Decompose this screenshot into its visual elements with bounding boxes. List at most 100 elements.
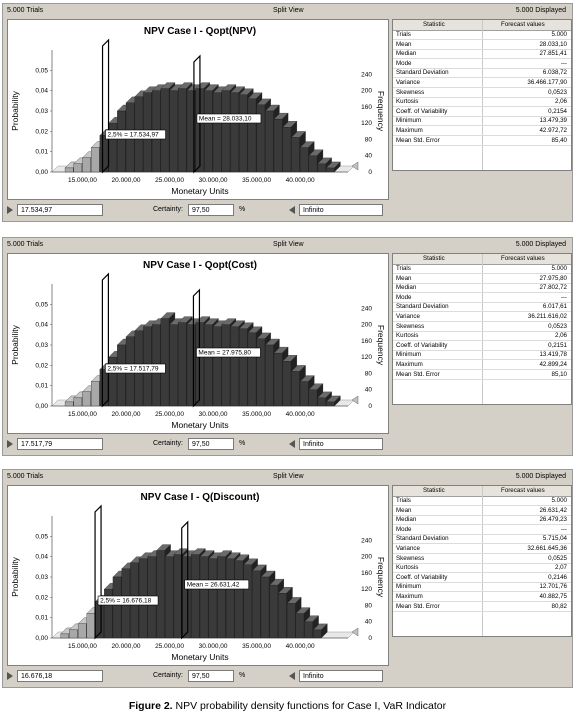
split-view-button[interactable]: Split View	[273, 241, 304, 248]
right-grabber-icon[interactable]	[289, 672, 295, 680]
certainty-input[interactable]: 97,50	[188, 204, 234, 216]
x-tick-label: 15.000,00	[68, 411, 97, 418]
displayed-count: 5.000 Displayed	[515, 241, 566, 248]
statistics-row: Kurtosis 2,06	[393, 332, 571, 342]
y2-tick-label: 160	[361, 570, 372, 577]
x-tick-label: 30.000,00	[199, 177, 228, 184]
x-tick-label: 40.000,00	[286, 643, 315, 650]
forecast-panel: 5.000 Trials Split View 5.000 Displayed NPV…	[2, 469, 573, 688]
statistics-row: Maximum 42.899,24	[393, 361, 571, 370]
certainty-label: Certainty:	[153, 440, 183, 447]
y2-tick-label: 80	[365, 602, 373, 609]
statistic-name: Mean Std. Error	[396, 602, 440, 610]
split-view-button[interactable]: Split View	[273, 473, 304, 480]
lower-cut-marker[interactable]	[101, 38, 110, 174]
x-tick-label: 35.000,00	[242, 411, 271, 418]
mean-label-box	[196, 347, 261, 358]
statistic-value: 27.802,72	[539, 284, 567, 292]
statistic-name: Median	[396, 284, 417, 292]
statistic-name: Coeff. of Variability	[396, 341, 448, 349]
statistics-row: Variance 36.466.177,90	[393, 79, 571, 88]
y-tick-label: 0,02	[35, 362, 48, 369]
statistic-value: 42.972,72	[539, 127, 567, 134]
upper-cut-arrow-icon[interactable]	[351, 395, 359, 405]
statistics-row: Coeff. of Variability 0,2151	[393, 342, 571, 351]
left-grabber-icon[interactable]	[7, 440, 13, 448]
certainty-bar: 16.676,18 Certainty: 97,50% Infinito	[3, 667, 572, 687]
lower-cut-marker[interactable]	[101, 272, 109, 408]
upper-bound-input[interactable]: Infinito	[299, 204, 383, 216]
statistic-value: 0,2146	[548, 573, 567, 581]
y2-tick-label: 200	[361, 554, 372, 561]
x-tick-label: 30.000,00	[199, 643, 228, 650]
statistic-value: 13.419,78	[539, 351, 567, 359]
statistic-value: 26.631,42	[539, 506, 567, 514]
statistics-row: Kurtosis 2,07	[393, 564, 571, 574]
statistic-name: Mean Std. Error	[396, 370, 440, 378]
percent-label: %	[239, 672, 246, 679]
y2-axis-label: Frequency	[376, 325, 386, 366]
statistic-value: 6.038,72	[542, 69, 567, 77]
statistic-value: ---	[560, 293, 567, 301]
upper-cut-arrow-icon[interactable]	[351, 627, 359, 637]
x-tick-label: 20.000,00	[112, 643, 141, 650]
statistic-name: Mode	[396, 59, 412, 67]
statistic-value: 2,06	[554, 332, 567, 340]
header-statistic: Statistic	[423, 255, 445, 262]
statistics-row: Mean 28.033,10	[393, 41, 571, 50]
x-tick-label: 35.000,00	[242, 177, 271, 184]
y2-axis-label: Frequency	[376, 557, 386, 598]
y-tick-label: 0,05	[35, 533, 48, 540]
left-grabber-icon[interactable]	[7, 672, 13, 680]
y-axis-label: Probability	[10, 324, 20, 364]
lower-cut-marker[interactable]	[94, 504, 102, 640]
lower-bound-input[interactable]: 16.676,18	[17, 670, 103, 682]
header-statistic: Statistic	[423, 21, 445, 28]
statistics-row: Coeff. of Variability 0,2146	[393, 574, 571, 583]
statistic-value: 36.466.177,90	[527, 79, 567, 86]
y-tick-label: 0,04	[35, 88, 48, 95]
lower-bound-input[interactable]: 17.517,79	[17, 438, 103, 450]
x-tick-label: 15.000,00	[68, 177, 97, 184]
statistic-value: 0,0523	[548, 88, 567, 96]
certainty-input[interactable]: 97,50	[188, 670, 234, 682]
chart-title: NPV Case I - Qopt(Cost)	[143, 260, 257, 271]
statistics-row: Mean 26.631,42	[393, 507, 571, 516]
displayed-count: 5.000 Displayed	[515, 473, 566, 480]
forecast-panel: 5.000 Trials Split View 5.000 Displayed NPV…	[2, 237, 573, 456]
certainty-label: Certainty:	[153, 672, 183, 679]
upper-cut-arrow-icon[interactable]	[351, 161, 359, 171]
y2-tick-label: 80	[365, 136, 373, 143]
y2-tick-label: 80	[365, 370, 373, 377]
statistic-name: Variance	[396, 545, 420, 552]
statistic-name: Maximum	[396, 593, 423, 600]
y-tick-label: 0,03	[35, 108, 48, 115]
upper-bound-input[interactable]: Infinito	[299, 670, 383, 682]
panel-toolbar: 5.000 Trials Split View 5.000 Displayed	[3, 4, 572, 17]
split-view-button[interactable]: Split View	[273, 7, 304, 14]
y2-tick-label: 0	[368, 403, 372, 410]
right-grabber-icon[interactable]	[289, 440, 295, 448]
mean-label-box	[196, 113, 262, 124]
left-grabber-icon[interactable]	[7, 206, 13, 214]
lower-bound-input[interactable]: 17.534,97	[17, 204, 103, 216]
statistic-name: Standard Deviation	[396, 535, 449, 543]
statistic-name: Mean	[396, 40, 412, 48]
statistics-row: Kurtosis 2,06	[393, 98, 571, 108]
statistic-value: 32.661.645,36	[527, 545, 567, 552]
right-grabber-icon[interactable]	[289, 206, 295, 214]
statistics-row: Minimum 12.701,76	[393, 583, 571, 593]
statistic-value: ---	[560, 59, 567, 67]
statistic-name: Coeff. of Variability	[396, 107, 448, 115]
upper-bound-input[interactable]: Infinito	[299, 438, 383, 450]
statistic-name: Median	[396, 50, 417, 58]
forecast-panel: 5.000 Trials Split View 5.000 Displayed NPV…	[2, 3, 573, 222]
x-tick-label: 15.000,00	[68, 643, 97, 650]
certainty-input[interactable]: 97,50	[188, 438, 234, 450]
statistics-row: Skewness 0,0525	[393, 555, 571, 564]
trials-count: 5.000 Trials	[7, 241, 44, 248]
histogram-bar	[325, 395, 341, 407]
statistics-row: Maximum 42.972,72	[393, 127, 571, 136]
statistics-row: Variance 36.211.616,02	[393, 313, 571, 322]
panel-toolbar: 5.000 Trials Split View 5.000 Displayed	[3, 238, 572, 251]
